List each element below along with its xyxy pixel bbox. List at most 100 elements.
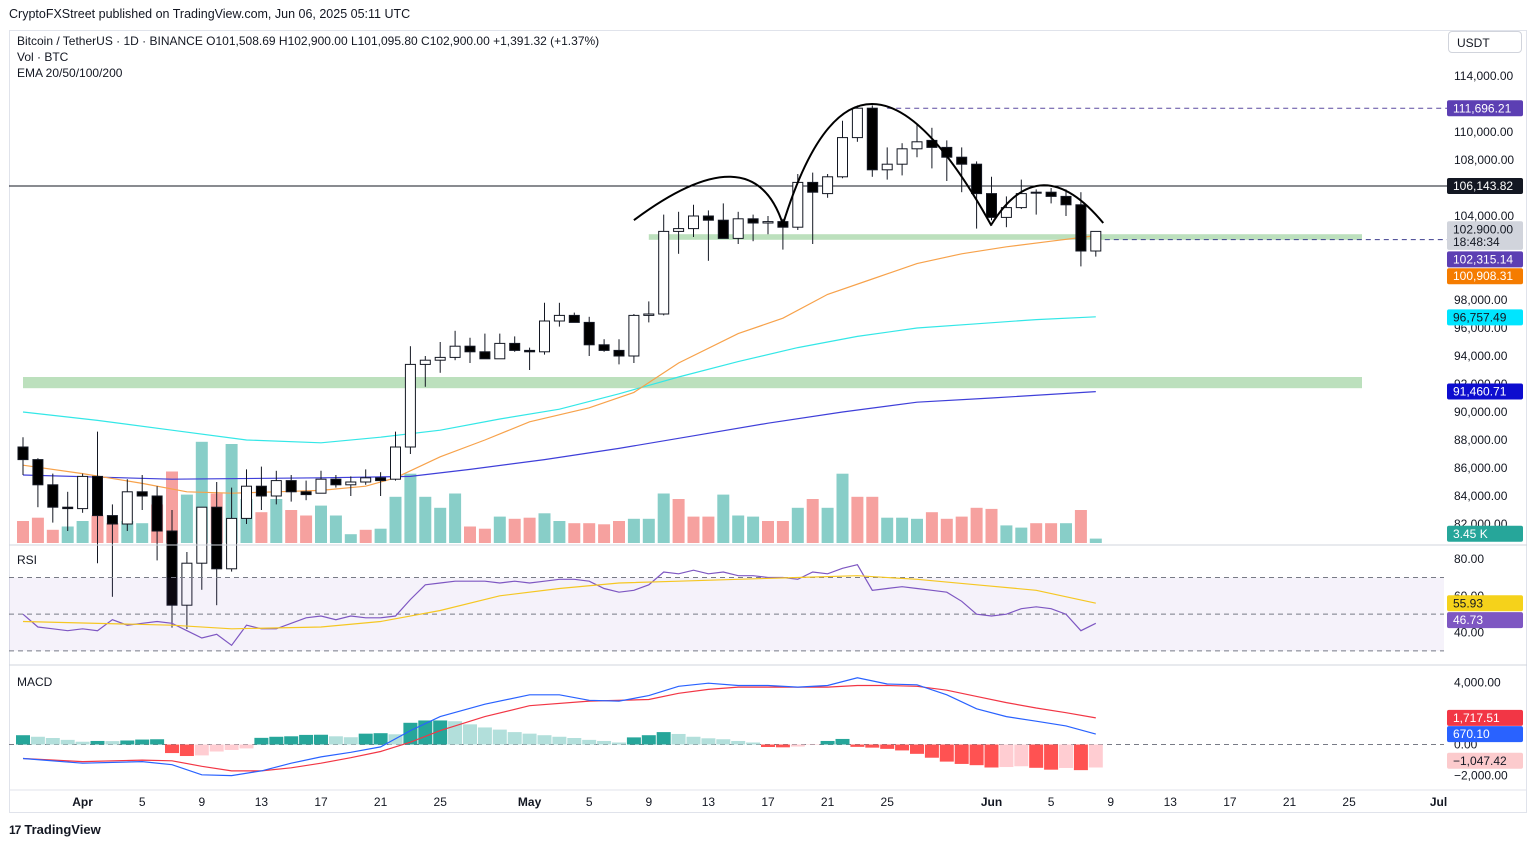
volume-bar [419,496,432,543]
candle-up [762,221,774,224]
macd-histogram-bar [552,736,567,745]
volume-bar [881,517,894,543]
volume-bar [1015,527,1028,543]
candle-up [419,359,431,365]
candle-up [360,477,372,483]
candle-up [270,480,282,497]
candle-up [688,215,699,230]
candle-up [539,320,550,353]
macd-histogram-bar [507,732,522,745]
tradingview-brand: TradingView [24,822,101,837]
candle-up [196,506,208,564]
candle-down [375,477,387,482]
candle-down [568,314,580,323]
macd-value-label-bg [1447,752,1523,769]
price-label-bg [1447,309,1523,326]
volume-bar [46,529,59,543]
price-label: 3.45 K [1453,527,1488,541]
candle-down [92,475,103,517]
macd-histogram-bar [1044,744,1059,770]
rsi-tick-label: 80.00 [1454,552,1484,566]
price-label: 91,460.71 [1453,385,1507,399]
tradingview-footer[interactable]: 17 TradingView [9,822,101,837]
candle-up [77,475,89,510]
macd-histogram-bar [120,740,135,745]
volume-bar [136,523,149,543]
volume-bar [836,473,849,543]
price-tick-label: 114,000.00 [1454,69,1513,83]
macd-histogram-bar [254,737,269,745]
macd-histogram-bar [477,727,492,745]
candle-down [479,351,491,360]
head-shoulders-arc [781,103,993,227]
candle-up [434,356,446,361]
volume-bar [17,521,29,543]
price-label-bg [1447,383,1523,400]
candle-down [509,342,521,351]
candle-up [1030,191,1042,194]
time-axis-label: 13 [702,795,716,809]
macd-histogram-bar [567,738,582,745]
volume-bar [1089,538,1102,543]
candle-up [449,345,461,358]
candle-down [32,459,44,486]
price-label: 18:48:34 [1453,235,1500,249]
ema20-line [22,235,1096,494]
candle-down [17,446,29,461]
macd-histogram-bar [939,744,954,762]
support-zone [23,377,1362,389]
volume-bar [925,512,938,543]
macd-histogram-bar [924,744,939,758]
candle-up [628,314,640,357]
volume-bar [344,534,357,543]
currency-button[interactable]: USDT [1448,31,1522,53]
price-label-bg [1447,525,1523,542]
volume-bar [583,523,596,543]
volume-bar [121,521,134,543]
volume-bar [389,496,402,543]
candle-up [345,481,357,486]
candle-down [956,156,968,165]
macd-histogram-bar [820,740,835,745]
time-axis-label: 13 [255,795,269,809]
volume-legend: Vol · BTC [17,50,69,64]
price-tick-label: 94,000.00 [1454,349,1508,363]
time-axis-label: 17 [1223,795,1237,809]
macd-histogram-bar [373,733,388,745]
macd-histogram-bar [850,744,865,747]
macd-histogram-bar [895,744,910,751]
volume-bar [434,507,447,543]
price-tick-label: 110,000.00 [1454,125,1513,139]
price-label-bg [1447,221,1523,238]
candle-down [866,107,878,171]
candle-down [747,218,759,224]
macd-histogram-bar [194,744,209,756]
volume-bar [940,518,953,543]
macd-histogram-bar [433,720,448,745]
volume-bar [657,493,670,543]
volume-bar [687,516,700,543]
price-label: 100,908.31 [1453,269,1513,283]
volume-bar [806,499,819,543]
candle-up [241,485,252,519]
volume-bar [285,510,298,543]
macd-histogram-bar [314,734,328,745]
rsi-line [22,564,1097,647]
candle-down [717,219,729,239]
volume-bar [851,496,864,543]
head-shoulders-arc [990,184,1105,225]
volume-bar [523,517,536,543]
time-axis-label: Jul [1430,795,1447,809]
volume-bar [1000,525,1013,543]
publisher-line: CryptoFXStreet published on TradingView.… [9,7,411,21]
macd-histogram-bar [626,737,641,745]
price-label: 96,757.49 [1453,310,1507,324]
time-axis-label: 25 [881,795,895,809]
candle-down [255,485,267,497]
macd-histogram-bar [30,736,45,745]
candle-down [971,163,983,195]
candle-up [553,314,565,322]
macd-histogram-bar [701,738,716,745]
candle-down [330,478,342,486]
